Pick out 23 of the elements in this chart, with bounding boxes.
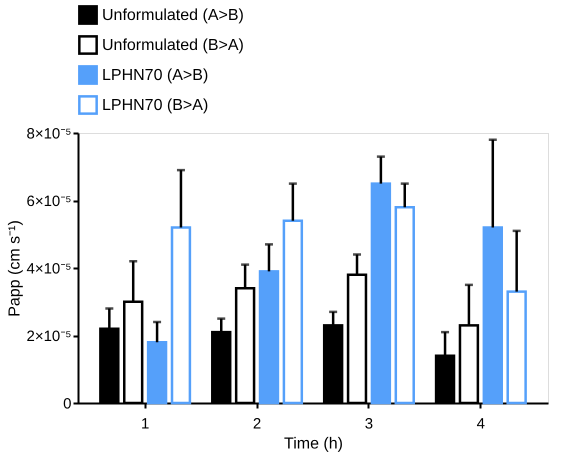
legend-label: LPHN70 (A>B) xyxy=(102,67,208,84)
y-tick-label: 8×10⁻⁵ xyxy=(26,126,72,142)
legend-label: LPHN70 (B>A) xyxy=(102,97,208,114)
y-tick-label: 2×10⁻⁵ xyxy=(26,328,72,345)
bar xyxy=(170,226,192,404)
x-axis-title: Time (h) xyxy=(284,436,343,452)
bar xyxy=(370,182,392,404)
x-tick-label: 2 xyxy=(252,416,262,432)
bar xyxy=(482,226,503,404)
bar xyxy=(146,341,168,404)
bar xyxy=(394,206,415,404)
bar xyxy=(506,290,527,404)
y-tick-label: 6×10⁻⁵ xyxy=(26,193,72,210)
y-tick-label: 0 xyxy=(63,396,72,412)
legend-label: Unformulated (B>A) xyxy=(102,37,244,54)
bar xyxy=(258,270,280,404)
y-tick-label: 4×10⁻⁵ xyxy=(26,260,72,278)
x-tick-label: 1 xyxy=(140,416,150,432)
y-axis-title: Papp (cm s⁻¹) xyxy=(6,220,24,317)
x-tick-label: 3 xyxy=(364,416,374,432)
bar xyxy=(282,220,304,404)
legend-label: Unformulated (A>B) xyxy=(102,7,244,24)
x-tick-label: 4 xyxy=(476,416,486,432)
